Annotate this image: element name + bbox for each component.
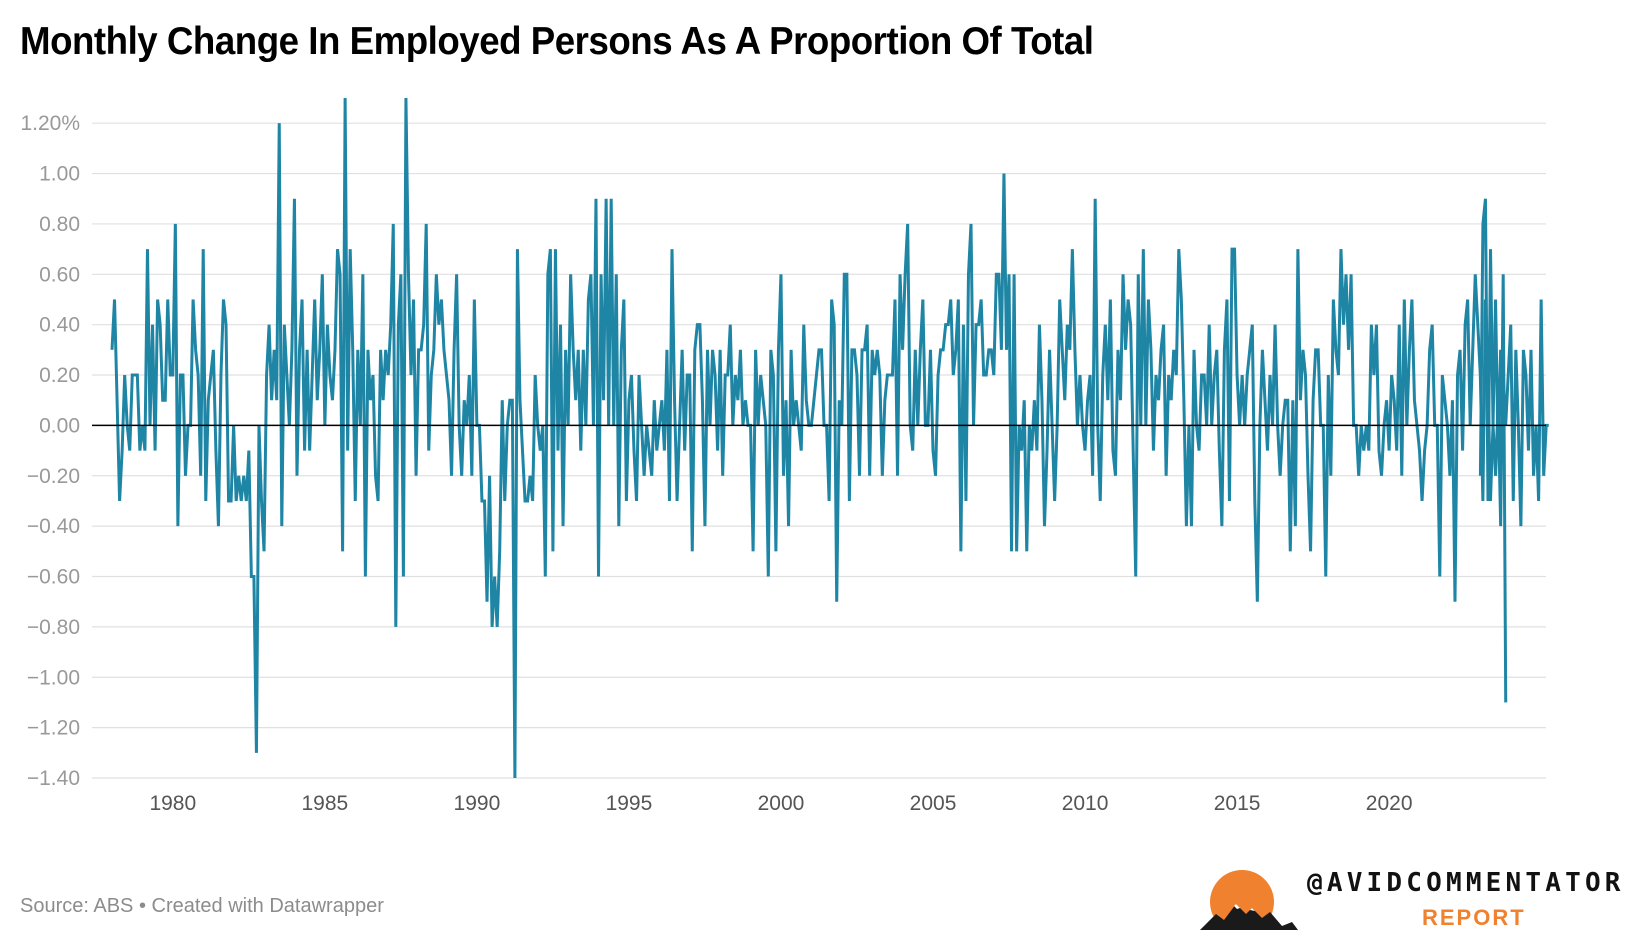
y-tick-label: 1.20% <box>20 112 80 135</box>
x-tick-label: 2005 <box>910 792 957 815</box>
x-tick-label: 2010 <box>1062 792 1109 815</box>
x-tick-label: 1990 <box>454 792 501 815</box>
x-axis-labels: 1980 1985 1990 1995 2000 2005 2010 2015 2020 <box>149 792 1412 815</box>
x-tick-label: 2020 <box>1366 792 1413 815</box>
gridlines <box>92 122 1546 779</box>
source-note: Source: ABS • Created with Datawrapper <box>20 895 384 917</box>
y-tick-label: −1.20 <box>27 717 80 740</box>
y-tick-label: 0.80 <box>39 213 80 236</box>
y-tick-label: 0.20 <box>39 364 80 387</box>
brand-subtitle: REPORT <box>1422 905 1526 930</box>
y-tick-label: 0.40 <box>39 314 80 337</box>
y-tick-label: −0.60 <box>27 566 80 589</box>
sun-mountains-logo-icon <box>1200 870 1300 938</box>
series-layer <box>110 97 1549 779</box>
page-title: Monthly Change In Employed Persons As A … <box>20 20 1094 63</box>
y-tick-label: −1.40 <box>27 767 80 790</box>
brand-handle: @AVIDCOMMENTATOR <box>1307 868 1625 898</box>
y-tick-label: 0.00 <box>39 414 80 437</box>
x-tick-label: 2015 <box>1214 792 1261 815</box>
x-tick-label: 1980 <box>149 792 196 815</box>
series-line <box>110 97 1549 779</box>
y-tick-label: −1.00 <box>27 666 80 689</box>
x-tick-label: 1985 <box>302 792 349 815</box>
y-tick-label: −0.20 <box>27 465 80 488</box>
x-tick-label: 2000 <box>758 792 805 815</box>
y-tick-label: 0.60 <box>39 263 80 286</box>
y-axis-labels: 1.20% 1.00 0.80 0.60 0.40 0.20 0.00 −0.20 −0.40 −… <box>20 112 80 790</box>
y-tick-label: −0.80 <box>27 616 80 639</box>
y-tick-label: 1.00 <box>39 163 80 186</box>
x-tick-label: 1995 <box>606 792 653 815</box>
brand-block: @AVIDCOMMENTATOR REPORT <box>1200 868 1630 940</box>
y-tick-label: −0.40 <box>27 515 80 538</box>
